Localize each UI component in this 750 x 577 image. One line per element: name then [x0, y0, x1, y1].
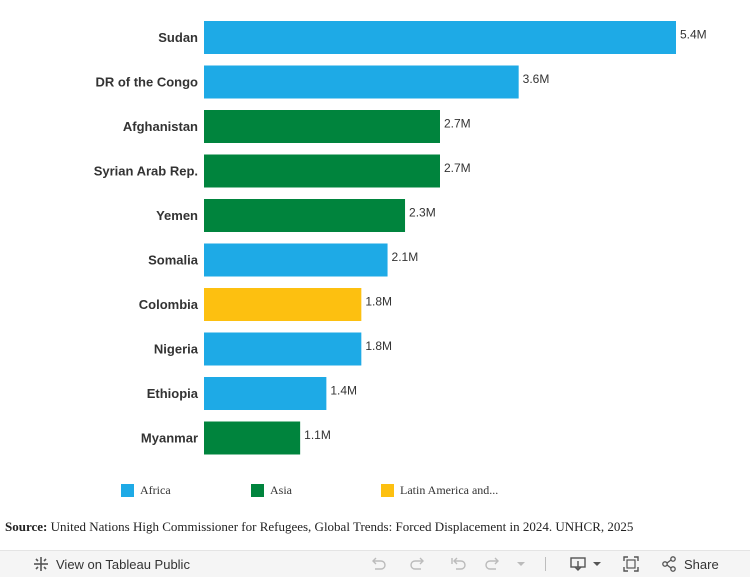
bar-colombia[interactable] — [204, 288, 362, 321]
bar-afghanistan[interactable] — [204, 110, 440, 143]
bar-ethiopia[interactable] — [204, 377, 327, 410]
redo-icon[interactable] — [409, 555, 427, 573]
bar-dr-of-the-congo[interactable] — [204, 65, 519, 99]
source-label: Source: — [5, 519, 48, 534]
legend-swatch-latin-america — [381, 483, 394, 497]
bar-chart: Sudan 5.4M DR of the Congo 3.6M Afghanistan 2… — [94, 21, 707, 455]
refresh-dropdown-icon[interactable] — [512, 555, 530, 573]
bar-sudan[interactable] — [204, 21, 676, 54]
view-on-tableau-label: View on Tableau Public — [56, 556, 190, 572]
legend-label-latin-america: Latin America and... — [400, 482, 499, 497]
category-label-afghanistan: Afghanistan — [123, 119, 198, 134]
legend-item-asia[interactable]: Asia — [251, 480, 292, 500]
bar-somalia[interactable] — [204, 243, 388, 277]
value-label-dr-of-the-congo: 3.6M — [523, 72, 550, 86]
share-icon — [662, 556, 676, 572]
value-label-ethiopia: 1.4M — [330, 384, 357, 398]
category-label-syrian-arab-rep: Syrian Arab Rep. — [94, 164, 198, 179]
value-label-myanmar: 1.1M — [304, 428, 331, 442]
legend-label-africa: Africa — [140, 482, 171, 497]
bar-nigeria[interactable] — [204, 332, 362, 366]
share-button[interactable]: Share — [660, 555, 719, 573]
category-label-myanmar: Myanmar — [141, 431, 198, 446]
refresh-icon[interactable] — [484, 555, 502, 573]
toolbar-separator — [545, 557, 546, 571]
undo-icon[interactable] — [369, 555, 387, 573]
fullscreen-icon[interactable] — [622, 555, 640, 573]
legend-item-africa[interactable]: Africa — [121, 480, 171, 500]
category-label-somalia: Somalia — [148, 253, 199, 268]
share-label: Share — [684, 556, 719, 572]
value-label-yemen: 2.3M — [409, 206, 436, 220]
category-label-colombia: Colombia — [139, 297, 199, 312]
download-dropdown-icon[interactable] — [588, 555, 606, 573]
value-label-colombia: 1.8M — [365, 295, 392, 309]
source-note: Source: United Nations High Commissioner… — [5, 519, 633, 535]
legend-swatch-africa — [121, 483, 134, 497]
download-icon[interactable] — [569, 555, 587, 573]
legend-label-asia: Asia — [270, 482, 292, 497]
value-label-nigeria: 1.8M — [365, 339, 392, 353]
tableau-logo-icon — [34, 557, 48, 571]
legend-item-latin-america[interactable]: Latin America and... — [381, 480, 498, 500]
value-label-afghanistan: 2.7M — [444, 117, 471, 131]
bar-syrian-arab-rep[interactable] — [204, 154, 440, 188]
revert-icon[interactable] — [449, 555, 467, 573]
category-label-nigeria: Nigeria — [154, 342, 199, 357]
value-label-syrian-arab-rep: 2.7M — [444, 161, 471, 175]
value-label-somalia: 2.1M — [392, 250, 419, 264]
category-label-sudan: Sudan — [158, 30, 198, 45]
category-label-yemen: Yemen — [156, 208, 198, 223]
tableau-toolbar: View on Tableau Public — [0, 550, 750, 577]
legend-swatch-asia — [251, 483, 264, 497]
category-label-dr-of-the-congo: DR of the Congo — [95, 75, 198, 90]
source-text: United Nations High Commissioner for Ref… — [50, 519, 634, 534]
category-label-ethiopia: Ethiopia — [147, 386, 199, 401]
value-label-sudan: 5.4M — [680, 28, 707, 42]
view-on-tableau-link[interactable]: View on Tableau Public — [32, 555, 190, 573]
chart-legend: Africa Asia Latin America and... — [0, 480, 750, 500]
bar-myanmar[interactable] — [204, 421, 301, 455]
bar-yemen[interactable] — [204, 199, 406, 232]
